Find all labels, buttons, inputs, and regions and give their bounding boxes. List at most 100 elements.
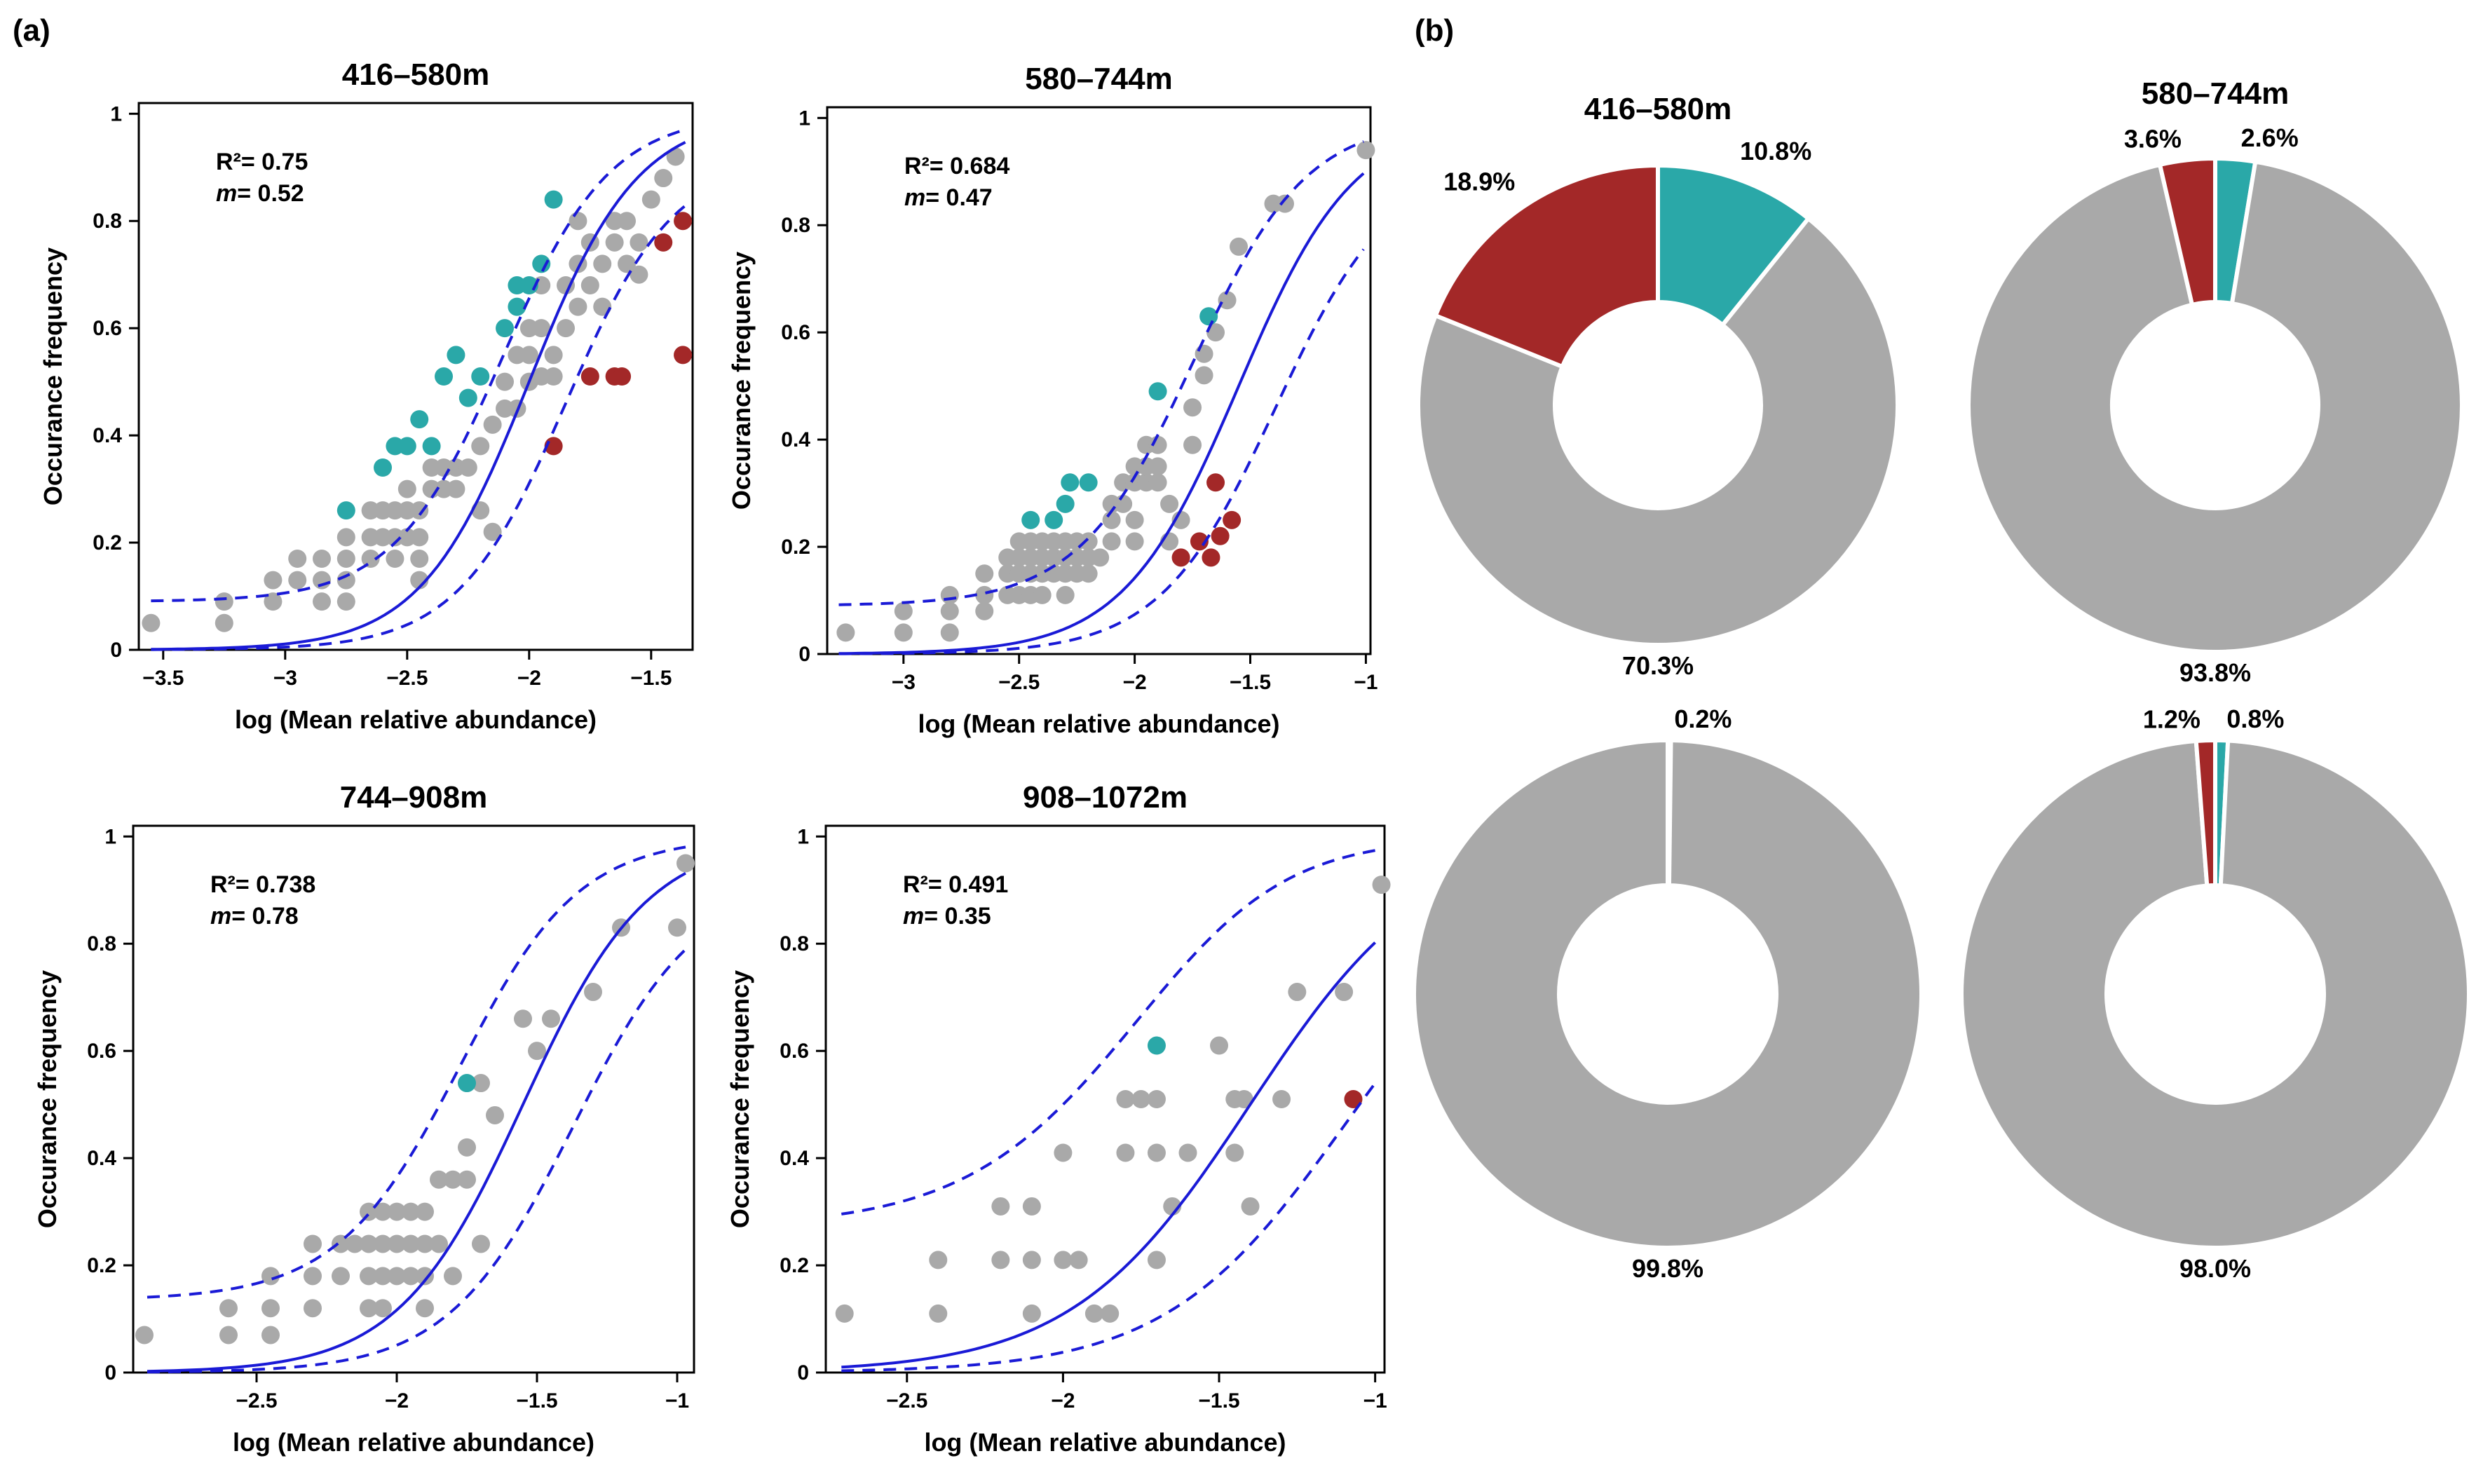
- below-prediction-point: [1202, 548, 1220, 567]
- neutral-point: [1125, 510, 1144, 529]
- neutral-point: [304, 1267, 322, 1286]
- neutral-point: [336, 592, 355, 611]
- neutral-point: [142, 613, 161, 632]
- neutral-point: [416, 1234, 434, 1253]
- migration-rate-label: m= 0.35: [903, 903, 991, 930]
- neutral-point: [894, 601, 913, 620]
- x-tick-label: −1.5: [1198, 1389, 1239, 1412]
- neutral-point: [1033, 585, 1052, 604]
- below-prediction-point: [1211, 526, 1230, 545]
- neutral-point: [416, 1299, 434, 1318]
- lower-ci-line: [151, 204, 686, 651]
- above-prediction-point: [508, 297, 526, 316]
- y-axis-label: Occurance frequency: [726, 970, 754, 1228]
- neutral-point: [346, 1234, 364, 1253]
- neutral-point: [593, 254, 612, 273]
- neutral-point: [1234, 1090, 1253, 1108]
- neutral-point: [219, 1299, 238, 1318]
- x-tick-label: −3.5: [142, 667, 184, 690]
- neutral-point: [1147, 1090, 1166, 1108]
- neutral-point: [402, 1234, 420, 1253]
- migration-rate-label: m= 0.47: [904, 184, 993, 211]
- neutral-point: [1288, 983, 1307, 1002]
- y-tick-label: 0: [110, 639, 122, 662]
- neutral-point: [1101, 1304, 1120, 1323]
- scatter-panel-4: 908–1072m −2.5 −2 −1.5 −1 0 0.2 0.4 0.6 0.8 1 log (…: [726, 780, 1391, 1457]
- neutral-point: [313, 592, 332, 611]
- r-squared-label: R²= 0.738: [210, 871, 315, 898]
- y-tick-label: 0: [104, 1361, 116, 1384]
- y-tick-label: 0.8: [87, 932, 116, 955]
- r-squared-label: R²= 0.491: [903, 871, 1008, 898]
- donut-slice-label: 98.0%: [2179, 1254, 2251, 1283]
- lower-ci-line: [147, 948, 687, 1374]
- neutral-point: [975, 564, 994, 583]
- plot-frame: [132, 824, 695, 1374]
- neutral-point: [447, 479, 465, 498]
- panel-a-label: (a): [13, 13, 50, 48]
- above-prediction-point: [1199, 307, 1218, 326]
- below-prediction-point: [1223, 510, 1242, 529]
- chart-title: 580–744m: [1025, 62, 1172, 96]
- neutral-point: [264, 571, 283, 590]
- neutral-point: [569, 297, 587, 316]
- x-tick-label: −3: [892, 671, 916, 694]
- neutral-point: [397, 479, 416, 498]
- lower-ci-line: [841, 1082, 1377, 1373]
- neutral-point: [1218, 291, 1237, 310]
- above-prediction-point: [1148, 382, 1167, 401]
- donut-slice-label: 10.8%: [1740, 137, 1811, 165]
- above-prediction-point: [1147, 1036, 1166, 1055]
- y-tick-label: 0.2: [87, 1254, 116, 1277]
- donut-slice-label: 2.6%: [2241, 123, 2299, 152]
- neutral-point: [402, 1267, 420, 1286]
- below-prediction-point: [613, 367, 632, 386]
- upper-ci-line: [841, 849, 1375, 1216]
- neutral-point: [940, 601, 959, 620]
- neutral-point: [483, 522, 502, 541]
- above-prediction-point: [422, 437, 441, 456]
- neutral-point: [444, 1267, 462, 1286]
- neutral-point: [472, 1074, 490, 1093]
- above-prediction-point: [447, 346, 465, 365]
- neutral-fit-line: [147, 871, 686, 1373]
- neutral-point: [410, 550, 429, 568]
- neutral-point: [261, 1267, 280, 1286]
- upper-ci-line: [838, 139, 1364, 606]
- neutral-point: [1102, 532, 1121, 551]
- neutral-point: [374, 1299, 392, 1318]
- neutral-point: [332, 1267, 350, 1286]
- neutral-point: [544, 367, 563, 386]
- x-axis-label: log (Mean relative abundance): [924, 1428, 1286, 1457]
- neutral-point: [261, 1326, 280, 1345]
- neutral-point: [929, 1251, 948, 1269]
- neutral-point: [991, 1197, 1010, 1216]
- neutral-point: [605, 233, 624, 252]
- y-tick-label: 1: [797, 825, 809, 848]
- neutral-point: [261, 1299, 280, 1318]
- neutral-point: [940, 623, 959, 642]
- neutral-point: [1079, 564, 1098, 583]
- neutral-point: [1272, 1090, 1291, 1108]
- neutral-point: [1148, 457, 1167, 476]
- above-prediction-point: [374, 458, 393, 477]
- neutral-point: [975, 585, 994, 604]
- neutral-point: [135, 1326, 154, 1345]
- migration-rate-symbol: m: [210, 903, 231, 930]
- above-prediction-point: [1056, 494, 1075, 513]
- neutral-point: [1069, 1251, 1088, 1269]
- scatter-panel-3: 744–908m −2.5 −2 −1.5 −1 0 0.2 0.4 0.6 0.8 1 log (M…: [33, 780, 695, 1457]
- y-tick-label: 0.2: [780, 1254, 809, 1277]
- scatter-panel-2: 580–744m −3 −2.5 −2 −1.5 −1 0 0.2 0.4 0.6 0.8 1 log …: [727, 62, 1378, 738]
- x-tick-label: −2.5: [886, 1389, 927, 1412]
- neutral-point: [336, 550, 355, 568]
- y-tick-label: 0.6: [781, 321, 810, 344]
- neutral-point: [402, 1202, 420, 1221]
- neutral-point: [374, 1202, 392, 1221]
- neutral-point: [486, 1105, 504, 1124]
- y-tick-label: 0.4: [780, 1147, 809, 1170]
- neutral-point: [444, 1170, 462, 1189]
- neutral-point: [630, 265, 648, 284]
- y-tick-label: 0.4: [781, 428, 810, 451]
